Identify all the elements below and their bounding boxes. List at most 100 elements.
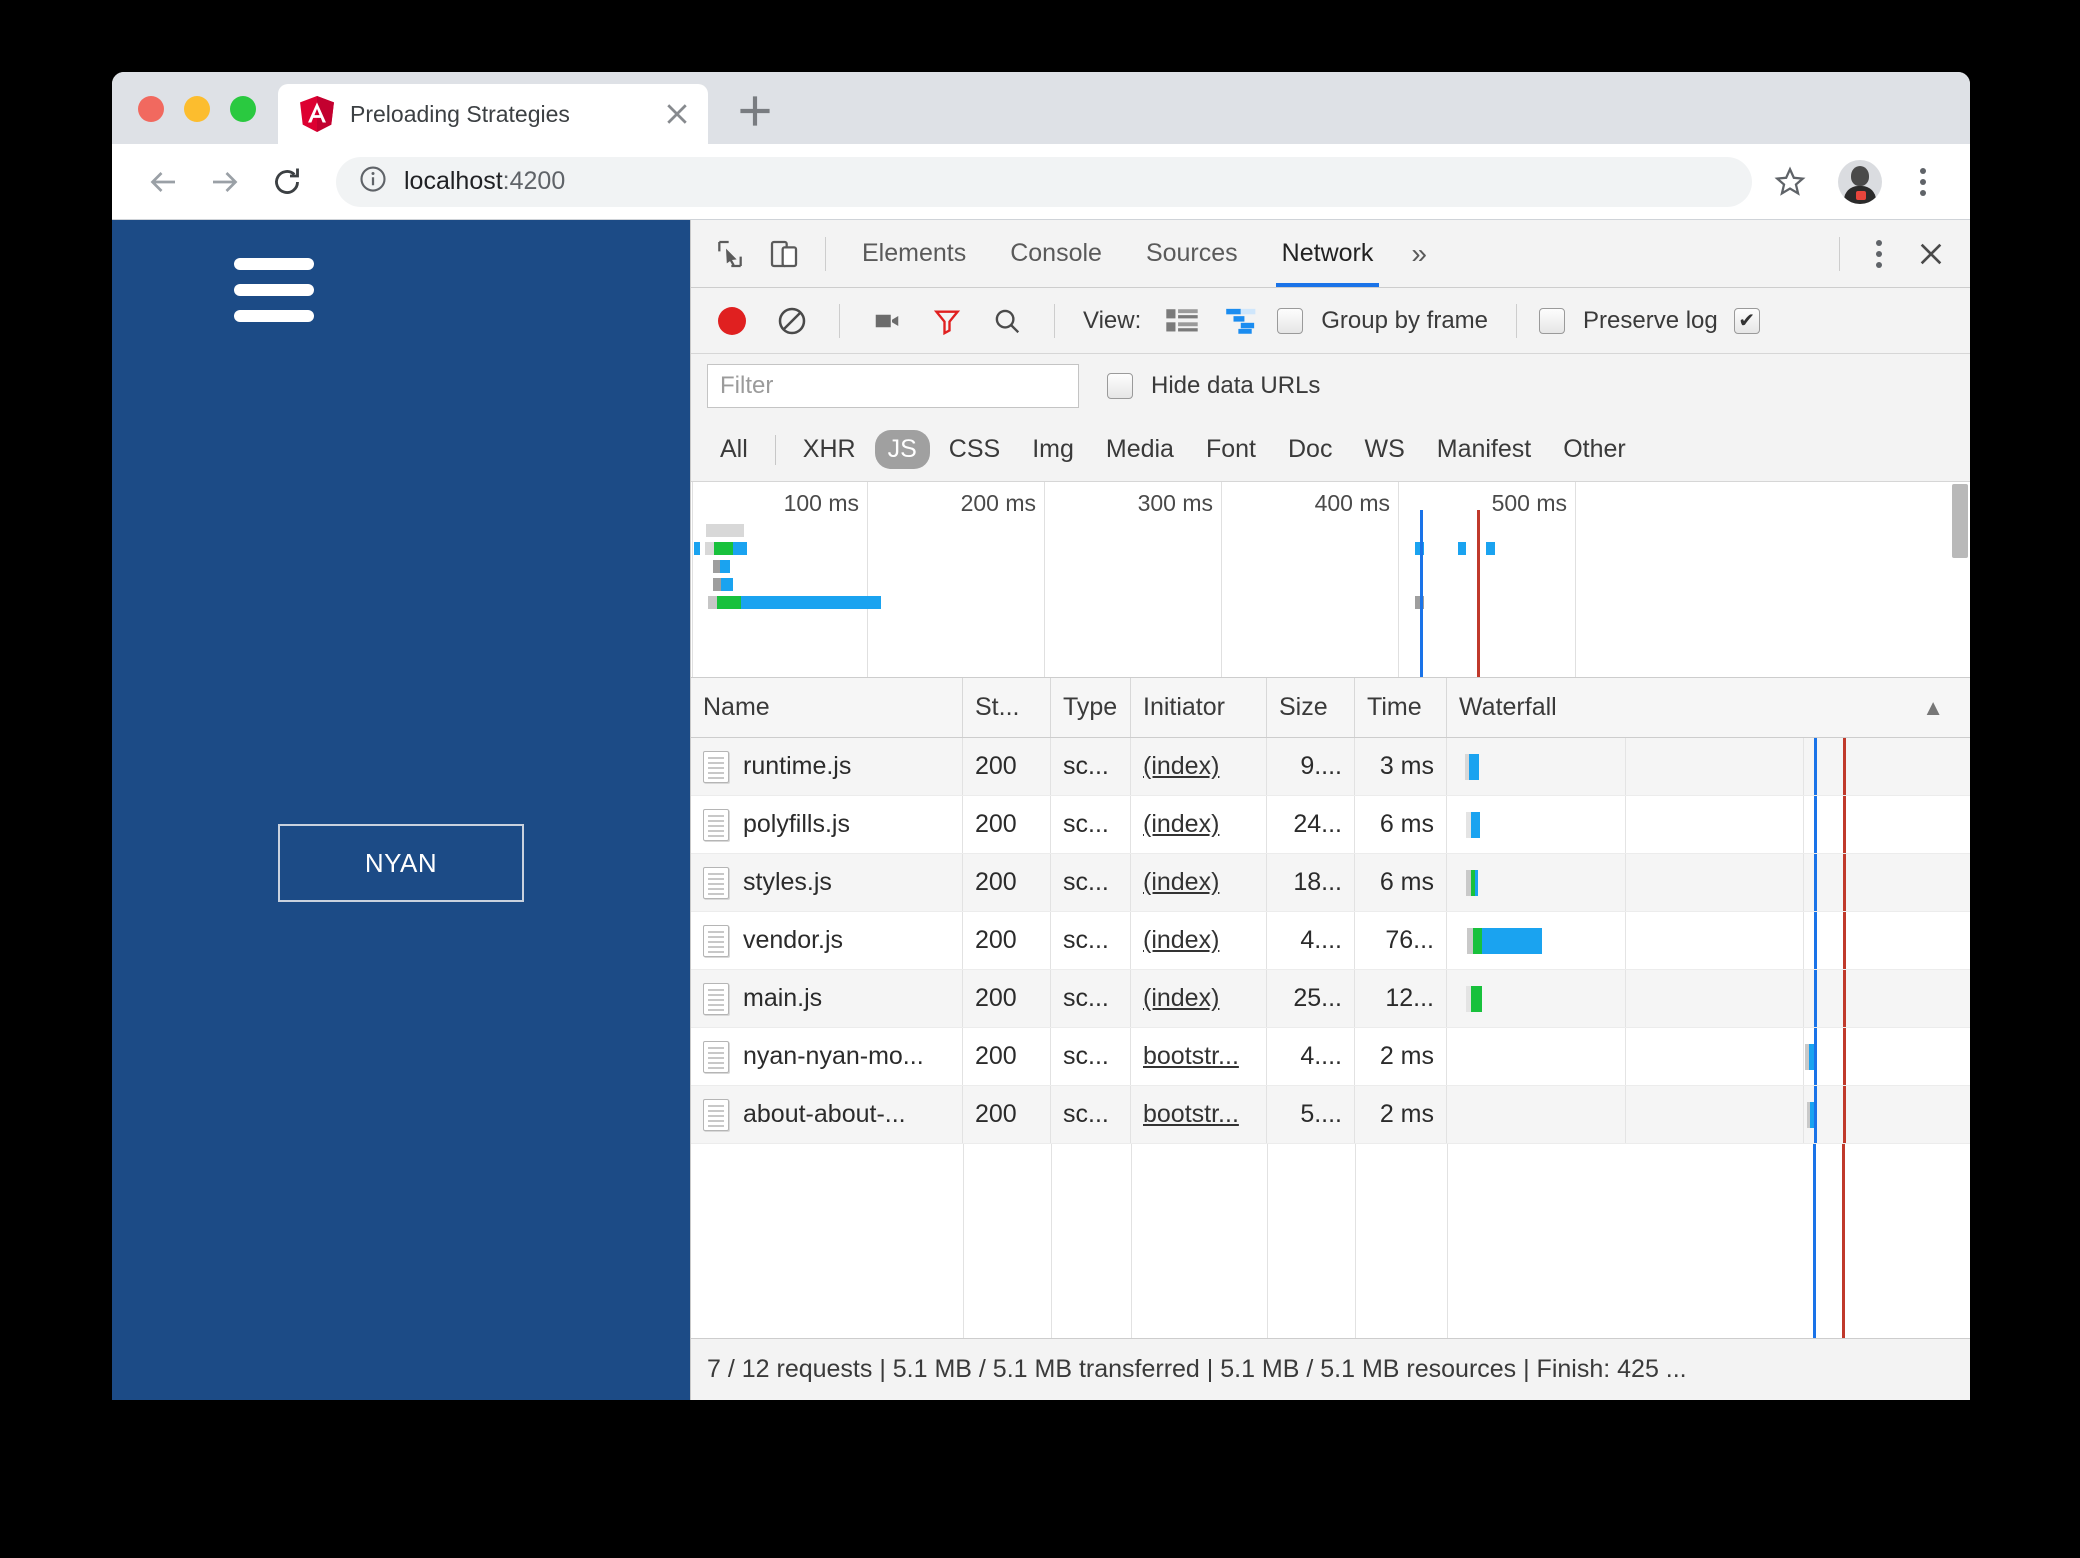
- group-by-frame-label: Group by frame: [1321, 306, 1488, 334]
- close-tab-icon[interactable]: [662, 99, 692, 129]
- preserve-log-option[interactable]: Preserve log: [1539, 307, 1724, 335]
- request-name: runtime.js: [743, 752, 852, 780]
- web-page-viewport: NYAN: [112, 220, 690, 1400]
- column-header-size[interactable]: Size: [1267, 678, 1355, 737]
- cell-time: 76...: [1355, 912, 1447, 969]
- type-filter-manifest[interactable]: Manifest: [1436, 435, 1532, 463]
- column-header-time[interactable]: Time: [1355, 678, 1447, 737]
- back-button[interactable]: [136, 155, 190, 209]
- table-row[interactable]: about-about-... 200 sc... bootstr... 5..…: [691, 1086, 1970, 1144]
- cell-initiator[interactable]: (index): [1131, 796, 1267, 853]
- tab-console[interactable]: Console: [1010, 239, 1102, 267]
- minimize-window-button[interactable]: [184, 96, 210, 122]
- overview-request-bar: [1415, 596, 1424, 609]
- cell-initiator[interactable]: (index): [1131, 912, 1267, 969]
- forward-button[interactable]: [198, 155, 252, 209]
- network-overview-timeline[interactable]: 100 ms 200 ms 300 ms 400 ms 500 ms: [691, 482, 1970, 678]
- load-event-marker: [1843, 1086, 1846, 1143]
- reload-button[interactable]: [260, 155, 314, 209]
- table-row[interactable]: runtime.js 200 sc... (index) 9.... 3 ms: [691, 738, 1970, 796]
- tab-network[interactable]: Network: [1262, 221, 1394, 287]
- cell-name[interactable]: styles.js: [691, 854, 963, 911]
- overview-request-bar: [708, 596, 881, 609]
- type-filter-js[interactable]: JS: [874, 430, 930, 469]
- tab-sources[interactable]: Sources: [1145, 239, 1238, 267]
- load-event-marker: [1843, 796, 1846, 853]
- disable-cache-checkbox[interactable]: [1733, 307, 1760, 334]
- cell-name[interactable]: polyfills.js: [691, 796, 963, 853]
- hide-data-urls-checkbox[interactable]: [1107, 373, 1133, 399]
- type-filter-xhr[interactable]: XHR: [802, 435, 856, 463]
- cell-waterfall: [1447, 1028, 1970, 1085]
- table-row[interactable]: vendor.js 200 sc... (index) 4.... 76...: [691, 912, 1970, 970]
- type-filter-all[interactable]: All: [720, 435, 748, 463]
- record-button[interactable]: [707, 296, 757, 346]
- browser-menu-button[interactable]: [1900, 155, 1946, 209]
- hide-data-urls-option[interactable]: Hide data URLs: [1107, 372, 1326, 400]
- overview-ruler: 100 ms 200 ms 300 ms 400 ms 500 ms: [691, 482, 1970, 677]
- cell-initiator[interactable]: bootstr...: [1131, 1028, 1267, 1085]
- table-row[interactable]: nyan-nyan-mo... 200 sc... bootstr... 4..…: [691, 1028, 1970, 1086]
- search-icon[interactable]: [982, 296, 1032, 346]
- column-header-name[interactable]: Name: [691, 678, 963, 737]
- type-filter-img[interactable]: Img: [1032, 435, 1074, 463]
- column-header-initiator[interactable]: Initiator: [1131, 678, 1267, 737]
- overview-scrollbar[interactable]: [1952, 484, 1968, 558]
- sort-ascending-icon: ▲: [1922, 694, 1944, 720]
- cell-status: 200: [963, 1086, 1051, 1143]
- cell-name[interactable]: runtime.js: [691, 738, 963, 795]
- bookmark-star-icon[interactable]: [1760, 155, 1820, 209]
- browser-window: Preloading Strategies: [112, 72, 1970, 1400]
- table-row[interactable]: styles.js 200 sc... (index) 18... 6 ms: [691, 854, 1970, 912]
- document-icon: [703, 1098, 729, 1131]
- column-header-type[interactable]: Type: [1051, 678, 1131, 737]
- type-filter-other[interactable]: Other: [1563, 435, 1626, 463]
- clear-button[interactable]: [767, 296, 817, 346]
- type-filter-doc[interactable]: Doc: [1288, 435, 1333, 463]
- type-filter-ws[interactable]: WS: [1364, 435, 1405, 463]
- new-tab-button[interactable]: [730, 86, 780, 136]
- cell-initiator[interactable]: (index): [1131, 970, 1267, 1027]
- avatar[interactable]: [1838, 159, 1882, 204]
- request-name: vendor.js: [743, 926, 844, 954]
- url-input[interactable]: localhost:4200: [336, 156, 1752, 207]
- document-icon: [703, 982, 729, 1015]
- close-window-button[interactable]: [138, 96, 164, 122]
- window-controls[interactable]: [112, 96, 278, 144]
- inspect-element-icon[interactable]: [705, 229, 755, 279]
- cell-name[interactable]: about-about-...: [691, 1086, 963, 1143]
- cell-initiator[interactable]: (index): [1131, 738, 1267, 795]
- hamburger-menu-icon[interactable]: [234, 258, 314, 322]
- column-header-status[interactable]: St...: [963, 678, 1051, 737]
- maximize-window-button[interactable]: [230, 96, 256, 122]
- filter-input[interactable]: Filter: [707, 364, 1079, 408]
- close-devtools-icon[interactable]: [1906, 229, 1956, 279]
- nyan-button[interactable]: NYAN: [278, 824, 524, 902]
- capture-screenshots-icon[interactable]: [862, 296, 912, 346]
- table-row[interactable]: main.js 200 sc... (index) 25... 12...: [691, 970, 1970, 1028]
- cell-name[interactable]: vendor.js: [691, 912, 963, 969]
- device-toolbar-icon[interactable]: [759, 229, 809, 279]
- cell-name[interactable]: main.js: [691, 970, 963, 1027]
- waterfall-view-icon[interactable]: [1217, 296, 1267, 346]
- group-by-frame-option[interactable]: Group by frame: [1277, 307, 1494, 335]
- filter-icon[interactable]: [922, 296, 972, 346]
- site-info-icon[interactable]: [358, 164, 388, 199]
- cell-initiator[interactable]: (index): [1131, 854, 1267, 911]
- devtools-menu-button[interactable]: [1856, 227, 1902, 281]
- column-header-waterfall[interactable]: Waterfall ▲: [1447, 678, 1970, 737]
- preserve-log-checkbox[interactable]: [1539, 307, 1565, 334]
- more-tabs-icon[interactable]: »: [1411, 237, 1427, 269]
- resource-type-filters: All XHR JS CSS Img Media Font Doc WS Man…: [691, 418, 1970, 482]
- table-row[interactable]: polyfills.js 200 sc... (index) 24... 6 m…: [691, 796, 1970, 854]
- list-view-icon[interactable]: [1157, 296, 1207, 346]
- type-filter-font[interactable]: Font: [1205, 435, 1256, 463]
- type-filter-css[interactable]: CSS: [948, 435, 1001, 463]
- cell-name[interactable]: nyan-nyan-mo...: [691, 1028, 963, 1085]
- tab-elements[interactable]: Elements: [862, 239, 967, 267]
- cell-initiator[interactable]: bootstr...: [1131, 1086, 1267, 1143]
- cell-waterfall: [1447, 796, 1970, 853]
- type-filter-media[interactable]: Media: [1105, 435, 1174, 463]
- browser-tab[interactable]: Preloading Strategies: [278, 84, 708, 144]
- group-by-frame-checkbox[interactable]: [1277, 307, 1304, 334]
